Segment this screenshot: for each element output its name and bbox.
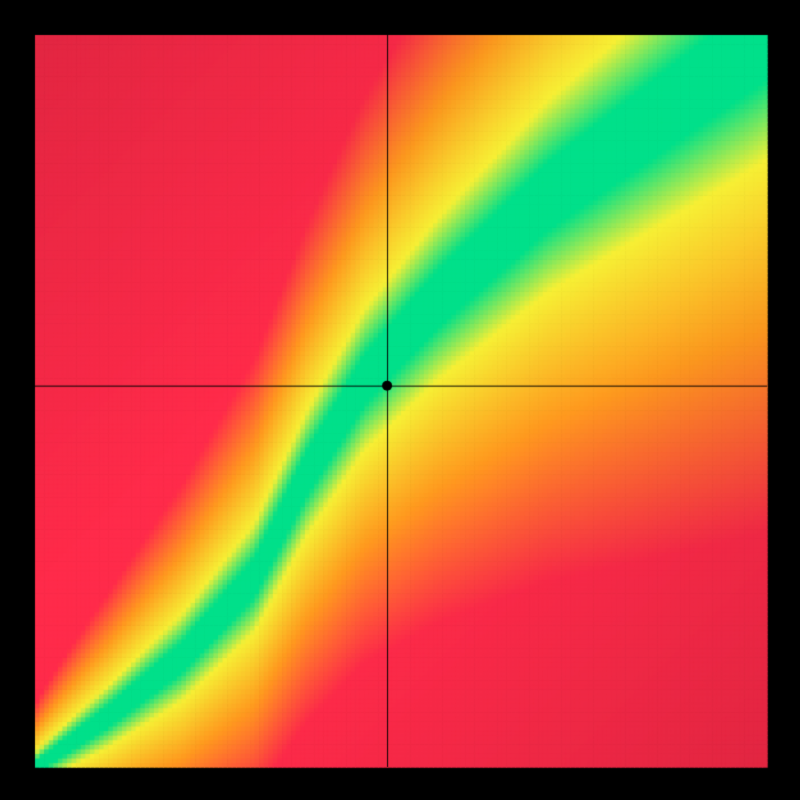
watermark-label: TheBottleneck.com — [575, 4, 778, 30]
bottleneck-heatmap — [0, 0, 800, 800]
chart-container: TheBottleneck.com — [0, 0, 800, 800]
